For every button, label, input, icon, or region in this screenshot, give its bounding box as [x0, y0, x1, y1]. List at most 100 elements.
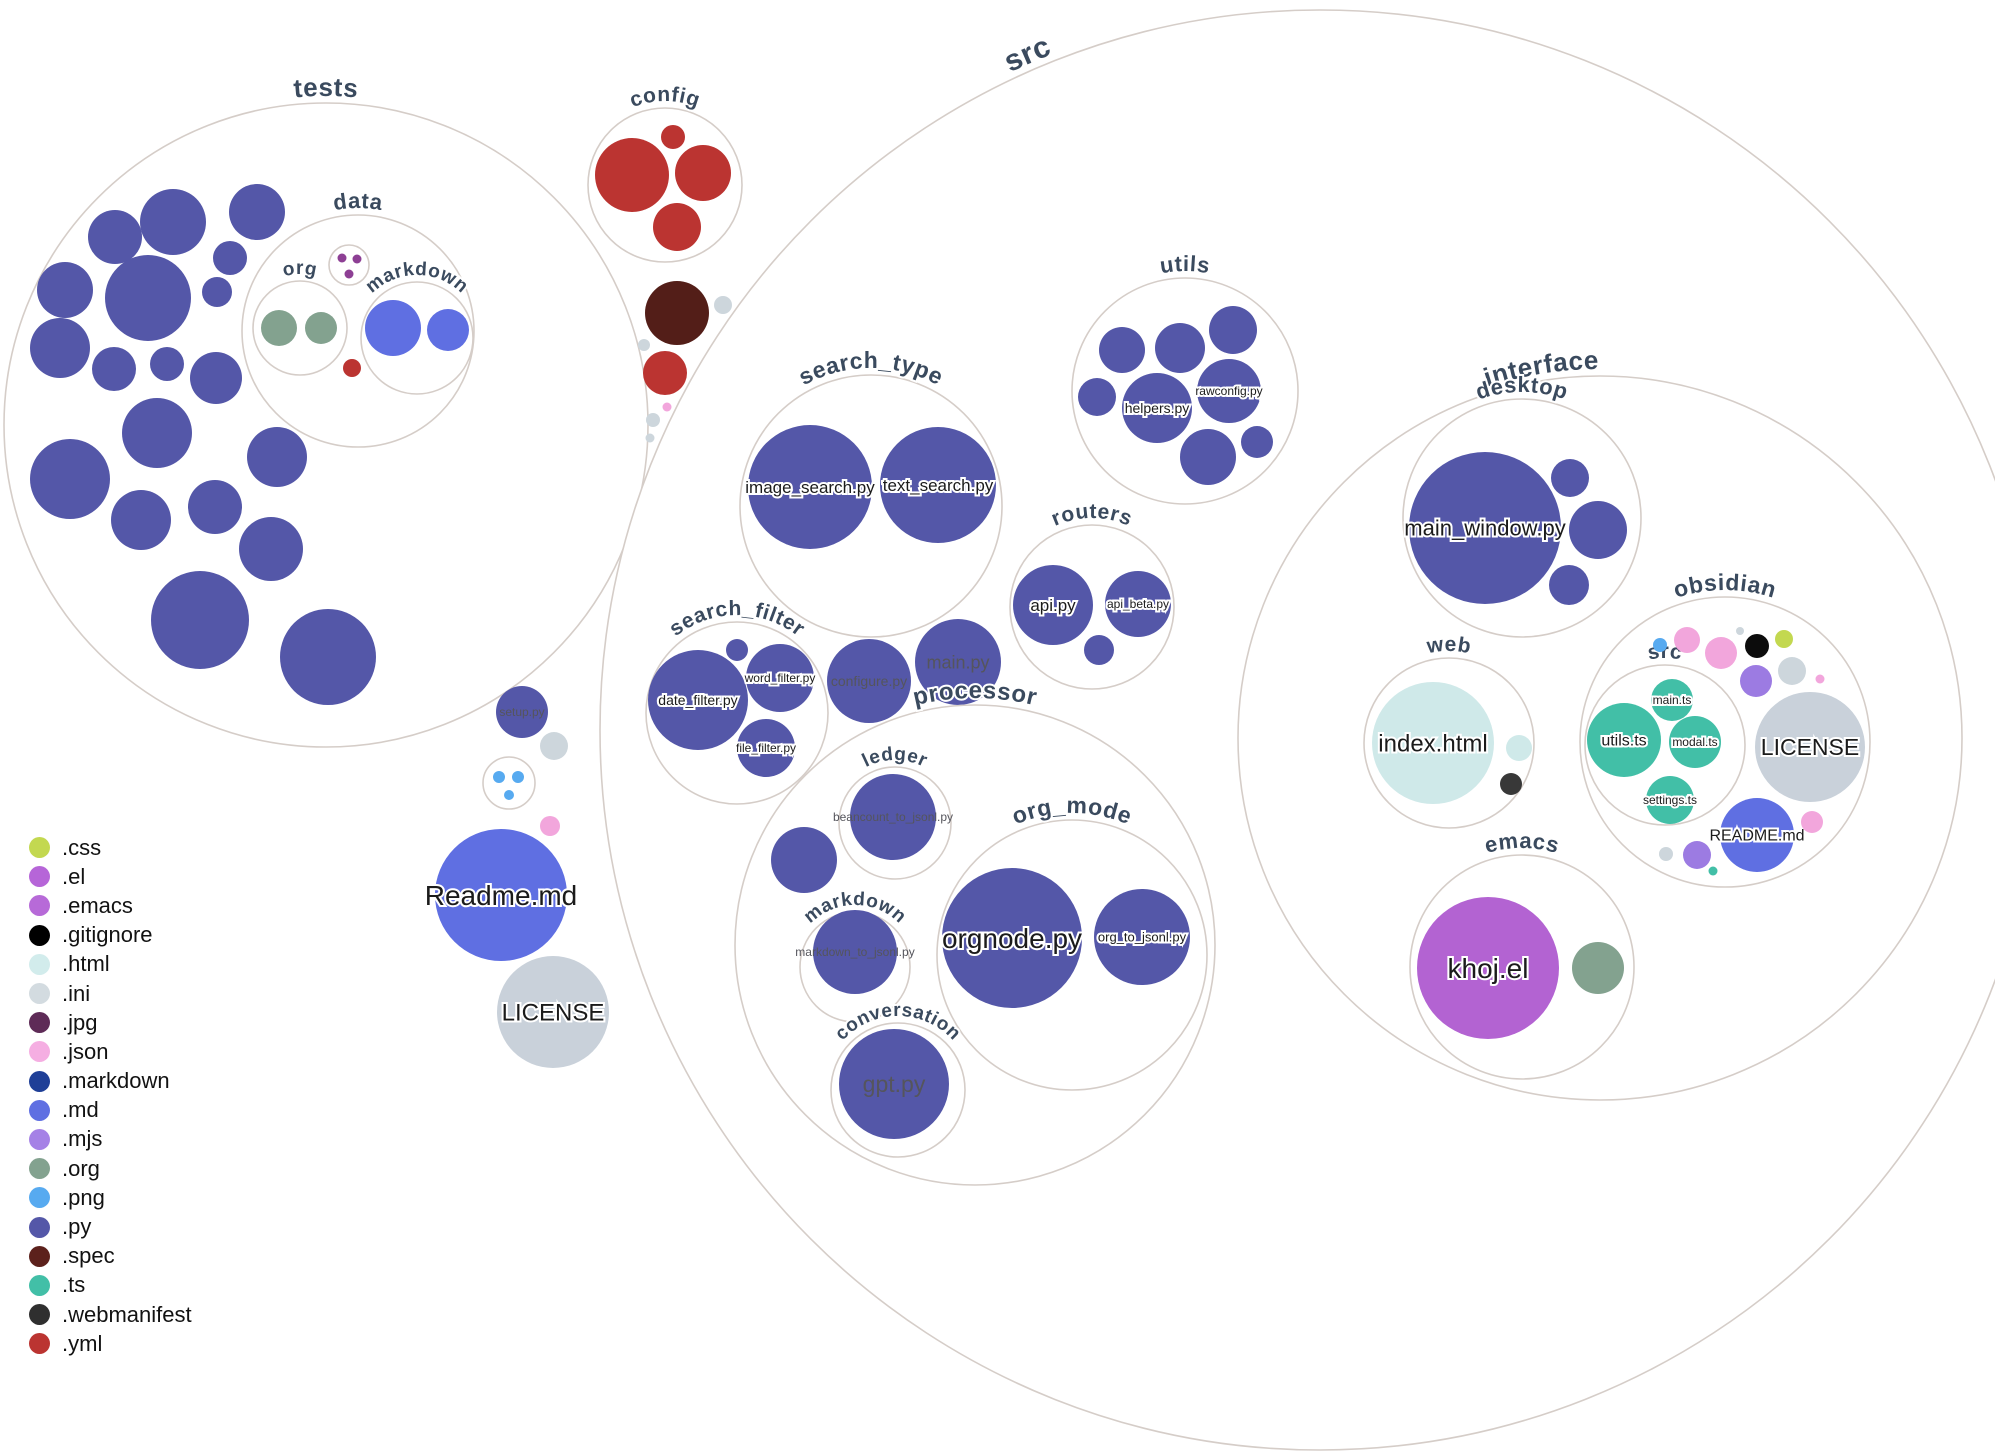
file-py-file[interactable] — [1180, 429, 1236, 485]
file-gpt.py[interactable] — [839, 1029, 949, 1139]
file-yml-file[interactable] — [343, 359, 361, 377]
file-mjs-file[interactable] — [1740, 665, 1772, 697]
file-py-file[interactable] — [247, 427, 307, 487]
file-org-file[interactable] — [261, 310, 297, 346]
file-mjs-file[interactable] — [1683, 841, 1711, 869]
file-index.html[interactable] — [1372, 682, 1494, 804]
file-webmanifest-file[interactable] — [1500, 773, 1522, 795]
file-json-file[interactable] — [1801, 811, 1823, 833]
file-main.ts[interactable] — [1651, 679, 1693, 721]
file-png-file[interactable] — [493, 771, 505, 783]
file-utils.ts[interactable] — [1587, 703, 1661, 777]
folder-circle-unnamed[interactable] — [328, 244, 370, 286]
file-jpg-file[interactable] — [337, 253, 347, 263]
file-rawconfig.py[interactable] — [1197, 359, 1261, 423]
file-py-file[interactable] — [1099, 327, 1145, 373]
file-py-file[interactable] — [111, 490, 171, 550]
file-py-file[interactable] — [1209, 306, 1257, 354]
file-png-file[interactable] — [512, 771, 524, 783]
file-json-file[interactable] — [1815, 674, 1825, 684]
file-yml-file[interactable] — [653, 203, 701, 251]
file-py-file[interactable] — [88, 210, 142, 264]
file-py-file[interactable] — [151, 571, 249, 669]
file-md-file[interactable] — [427, 309, 469, 351]
file-markdown_to_jsonl.py[interactable] — [813, 910, 897, 994]
file-json-file[interactable] — [1674, 627, 1700, 653]
file-text_search.py[interactable] — [880, 427, 996, 543]
file-ini-file[interactable] — [638, 339, 650, 351]
folder-circle-org[interactable] — [252, 280, 348, 376]
file-py-file[interactable] — [105, 255, 191, 341]
file-ini-file[interactable] — [1736, 627, 1744, 635]
file-LICENSE[interactable] — [1755, 692, 1865, 802]
file-jpg-file[interactable] — [344, 269, 354, 279]
file-gitignore-file[interactable] — [1745, 634, 1769, 658]
file-settings.ts[interactable] — [1646, 776, 1694, 824]
file-py-file[interactable] — [1549, 565, 1589, 605]
folder-circle-unnamed[interactable] — [482, 756, 536, 810]
file-date_filter.py[interactable] — [648, 650, 748, 750]
file-file_filter.py[interactable] — [737, 719, 795, 777]
file-main.py[interactable] — [915, 619, 1001, 705]
file-css-file[interactable] — [1775, 630, 1793, 648]
file-org-file[interactable] — [305, 312, 337, 344]
file-main_window.py[interactable] — [1409, 452, 1561, 604]
file-png-file[interactable] — [504, 790, 514, 800]
file-py-file[interactable] — [1241, 426, 1273, 458]
file-setup.py[interactable] — [496, 686, 548, 738]
file-ini-file[interactable] — [540, 732, 568, 760]
file-spec-file[interactable] — [645, 281, 709, 345]
file-py-file[interactable] — [30, 439, 110, 519]
file-py-file[interactable] — [239, 517, 303, 581]
file-word_filter.py[interactable] — [746, 644, 814, 712]
file-README.md[interactable] — [1720, 798, 1794, 872]
file-org_to_jsonl.py[interactable] — [1094, 889, 1190, 985]
file-yml-file[interactable] — [661, 125, 685, 149]
file-configure.py[interactable] — [827, 639, 911, 723]
file-khoj.el[interactable] — [1417, 897, 1559, 1039]
file-helpers.py[interactable] — [1122, 373, 1192, 443]
file-json-file[interactable] — [662, 402, 672, 412]
file-py-file[interactable] — [37, 262, 93, 318]
file-yml-file[interactable] — [595, 138, 669, 212]
file-py-file[interactable] — [771, 827, 837, 893]
file-json-file[interactable] — [1705, 637, 1737, 669]
file-py-file[interactable] — [726, 639, 748, 661]
file-orgnode.py[interactable] — [942, 868, 1082, 1008]
file-jpg-file[interactable] — [352, 254, 362, 264]
file-py-file[interactable] — [1084, 635, 1114, 665]
file-py-file[interactable] — [1155, 323, 1205, 373]
file-py-file[interactable] — [213, 241, 247, 275]
file-image_search.py[interactable] — [748, 425, 872, 549]
file-beancount_to_jsonl.py[interactable] — [850, 774, 936, 860]
file-ts-file[interactable] — [1708, 866, 1718, 876]
file-py-file[interactable] — [190, 352, 242, 404]
file-ini-file[interactable] — [1659, 847, 1673, 861]
file-py-file[interactable] — [1078, 378, 1116, 416]
file-Readme.md[interactable] — [435, 829, 567, 961]
file-modal.ts[interactable] — [1669, 716, 1721, 768]
file-py-file[interactable] — [1551, 459, 1589, 497]
file-py-file[interactable] — [150, 347, 184, 381]
file-yml-file[interactable] — [643, 351, 687, 395]
file-org-file[interactable] — [1572, 942, 1624, 994]
file-py-file[interactable] — [122, 398, 192, 468]
file-py-file[interactable] — [229, 184, 285, 240]
file-api_beta.py[interactable] — [1105, 571, 1171, 637]
file-ini-file[interactable] — [1778, 657, 1806, 685]
file-py-file[interactable] — [140, 189, 206, 255]
file-ini-file[interactable] — [646, 413, 660, 427]
file-api.py[interactable] — [1013, 565, 1093, 645]
file-yml-file[interactable] — [675, 145, 731, 201]
file-json-file[interactable] — [540, 816, 560, 836]
file-png-file[interactable] — [1653, 638, 1667, 652]
file-LICENSE[interactable] — [497, 956, 609, 1068]
file-py-file[interactable] — [188, 480, 242, 534]
file-html-file[interactable] — [1506, 735, 1532, 761]
file-py-file[interactable] — [1569, 501, 1627, 559]
file-py-file[interactable] — [280, 609, 376, 705]
file-md-file[interactable] — [365, 300, 421, 356]
file-ini-file[interactable] — [645, 433, 655, 443]
file-py-file[interactable] — [30, 318, 90, 378]
file-py-file[interactable] — [92, 347, 136, 391]
